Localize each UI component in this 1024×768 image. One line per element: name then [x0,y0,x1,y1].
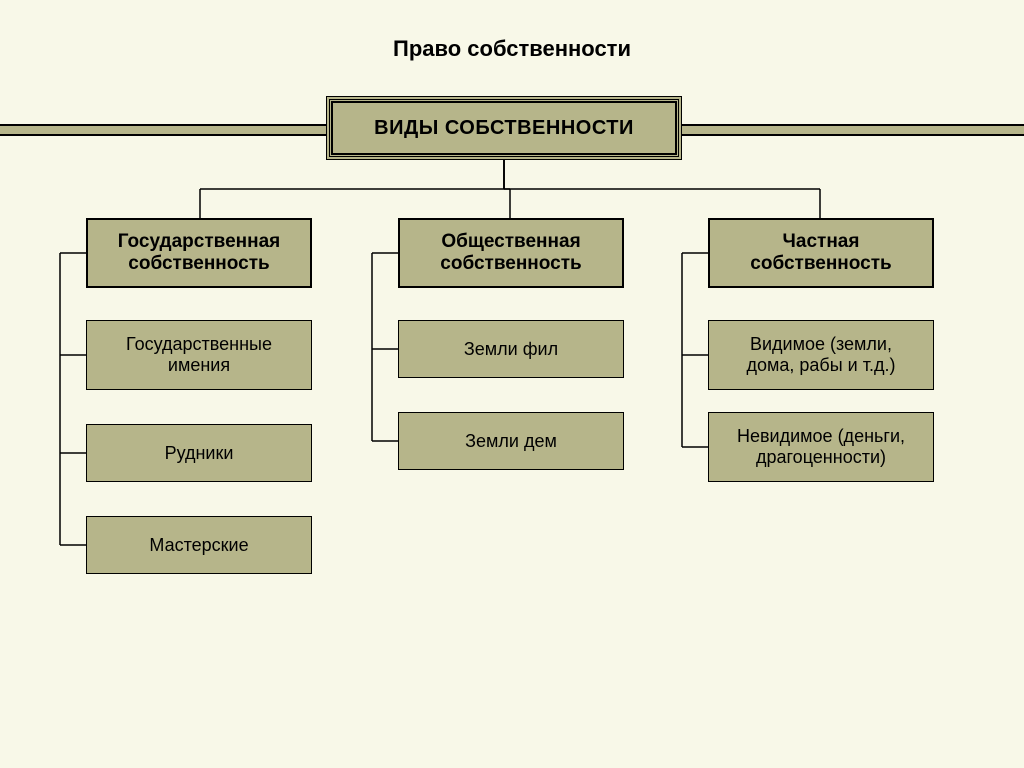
column-header-1: Общественная собственность [398,218,624,288]
root-box: ВИДЫ СОБСТВЕННОСТИ [326,96,682,160]
column-2-item-0: Видимое (земли, дома, рабы и т.д.) [708,320,934,390]
column-2-item-1: Невидимое (деньги, драгоценности) [708,412,934,482]
decorative-bar-0 [0,124,326,136]
column-1-item-1: Земли дем [398,412,624,470]
diagram-canvas: Право собственности ВИДЫ СОБСТВЕННОСТИГо… [0,0,1024,768]
decorative-bar-1 [682,124,1024,136]
column-header-0: Государственная собственность [86,218,312,288]
column-1-item-0: Земли фил [398,320,624,378]
column-header-2: Частная собственность [708,218,934,288]
page-title: Право собственности [0,36,1024,62]
column-0-item-1: Рудники [86,424,312,482]
column-0-item-0: Государственные имения [86,320,312,390]
column-0-item-2: Мастерские [86,516,312,574]
